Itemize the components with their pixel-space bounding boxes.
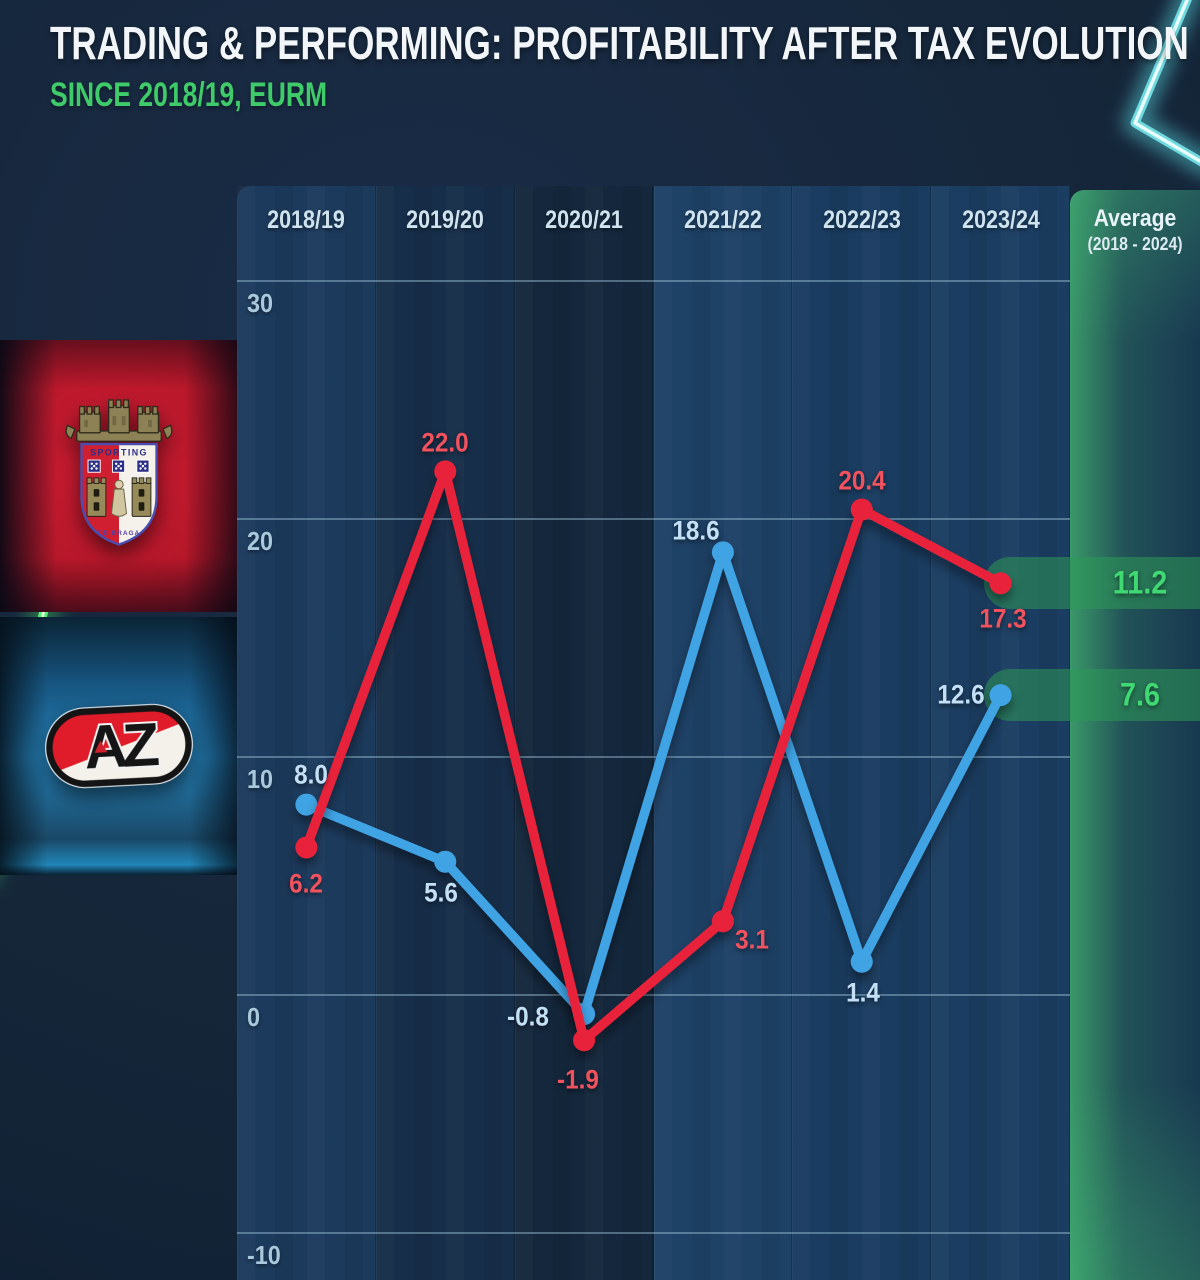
svg-text:DE BRAGA: DE BRAGA: [97, 530, 139, 537]
data-point: [295, 836, 318, 859]
gridline: [237, 756, 1070, 758]
data-value-label: 22.0: [421, 427, 469, 458]
data-point: [850, 950, 873, 973]
data-value-label: 3.1: [735, 924, 769, 955]
y-tick-label: 10: [247, 764, 274, 794]
data-value-label: 5.6: [424, 877, 459, 908]
average-pill: [984, 557, 1200, 610]
average-value: 11.2: [1112, 564, 1168, 601]
column-texture: [931, 186, 1070, 1280]
season-label: 2018/19: [267, 206, 346, 234]
data-value-label: 18.6: [672, 515, 720, 546]
series-sc-braga: [295, 460, 1012, 1052]
column-texture: [653, 186, 793, 1280]
svg-text:AZ: AZ: [82, 710, 160, 782]
data-point: [850, 498, 873, 521]
data-value-label: 8.0: [294, 759, 329, 790]
data-value-label: -1.9: [557, 1064, 600, 1095]
gridline: [237, 1232, 1070, 1234]
legend-band-az: AZ: [0, 617, 237, 875]
gridline: [237, 994, 1070, 996]
page-title: TRADING & PERFORMING: PROFITABILITY AFTE…: [50, 17, 1189, 69]
series-line: [301, 466, 1006, 1045]
data-value-label: -0.8: [507, 1001, 550, 1032]
data-value-label: 20.4: [838, 465, 886, 496]
average-column: Average (2018 - 2024): [1070, 190, 1200, 1280]
season-label: 2023/24: [961, 206, 1040, 234]
legend-band-braga: SPORTING: [0, 340, 237, 612]
y-tick-label: 30: [247, 288, 274, 318]
column-texture: [375, 186, 515, 1280]
sc-braga-crest-icon: SPORTING: [64, 399, 173, 546]
data-point: [573, 1029, 596, 1052]
column-texture: [792, 186, 932, 1280]
data-point: [434, 850, 457, 873]
season-column: [514, 186, 654, 1280]
data-value-label: 6.2: [289, 868, 324, 899]
page-subtitle: SINCE 2018/19, EURM: [50, 76, 328, 114]
season-label: 2021/22: [684, 206, 762, 234]
data-point: [989, 572, 1012, 595]
data-point: [434, 460, 457, 483]
y-tick-label: 20: [247, 526, 274, 556]
data-point: [989, 684, 1012, 707]
average-subheader: (2018 - 2024): [1087, 234, 1183, 254]
season-column: [375, 186, 515, 1280]
gridline: [237, 518, 1070, 520]
average-pill: [984, 669, 1200, 722]
data-value-label: 1.4: [845, 977, 880, 1008]
average-value: 7.6: [1119, 676, 1161, 713]
gridline: [237, 280, 1070, 282]
data-value-label: 12.6: [936, 679, 985, 710]
az-alkmaar-logo-icon: AZ: [44, 703, 193, 789]
season-column: [653, 186, 793, 1280]
data-point: [711, 910, 734, 933]
data-point: [711, 541, 734, 564]
season-label: 2020/21: [545, 206, 623, 234]
average-header: Average: [1093, 205, 1177, 232]
season-label: 2019/20: [406, 206, 485, 234]
data-value-label: 17.3: [978, 603, 1027, 634]
y-tick-label: 0: [247, 1002, 261, 1032]
season-column: [792, 186, 932, 1280]
column-texture: [514, 186, 654, 1280]
svg-text:SPORTING: SPORTING: [90, 447, 148, 457]
series-line: [301, 547, 1006, 1019]
y-tick-label: -10: [247, 1240, 281, 1270]
season-label: 2022/23: [822, 206, 901, 234]
season-column: [931, 186, 1070, 1280]
series-az-alkmaar: [295, 541, 1012, 1026]
data-point: [295, 793, 318, 816]
